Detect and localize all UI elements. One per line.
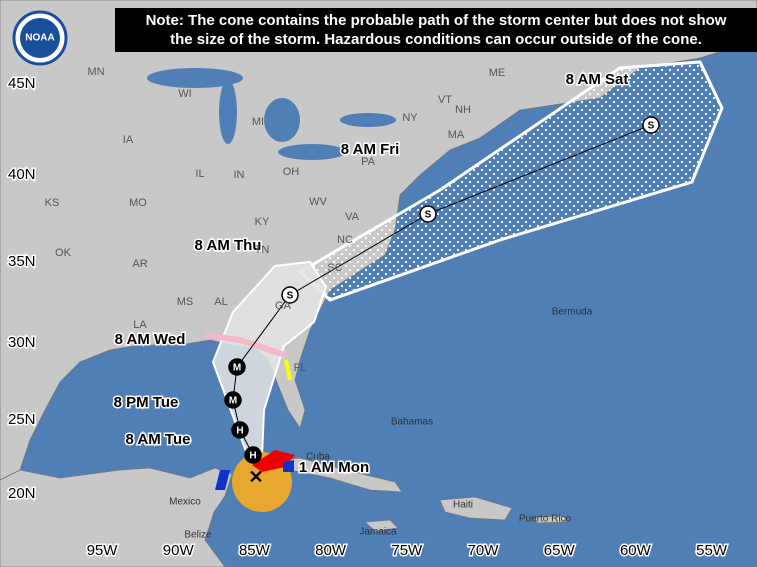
storm-symbol: H: [249, 451, 256, 462]
place-label: Bahamas: [391, 417, 433, 428]
storm-symbol-circle: [419, 205, 437, 223]
state-label: VT: [438, 94, 452, 106]
place-label: Jamaica: [359, 527, 397, 538]
state-label: VA: [345, 211, 360, 223]
forecast-time: 8 AM Thu: [195, 237, 262, 254]
great-lakes: [147, 68, 396, 160]
note-line: Note: The cone contains the probable pat…: [146, 12, 727, 29]
storm-symbol: M: [229, 396, 237, 407]
state-label: SC: [327, 262, 342, 274]
state-label: IL: [195, 168, 204, 180]
place-label: Mexico: [169, 497, 201, 508]
latitude-label: 40N: [8, 166, 36, 183]
place-label: Haiti: [453, 500, 473, 511]
storm-symbol: S: [648, 121, 655, 132]
state-label: KS: [45, 197, 60, 209]
warning-coast: [204, 332, 286, 358]
storm-symbol-circle: [642, 116, 660, 134]
longitude-label: 65W: [544, 542, 576, 559]
state-label: PA: [361, 156, 376, 168]
state-label: AL: [214, 296, 227, 308]
state-label: NC: [337, 234, 353, 246]
state-label: WI: [178, 88, 191, 100]
current-position: ✕: [248, 467, 263, 487]
logo-inner: [20, 18, 60, 58]
storm-symbol-circle: [224, 391, 242, 409]
longitude-label: 70W: [468, 542, 500, 559]
state-label: LA: [133, 319, 147, 331]
state-label: OH: [283, 166, 300, 178]
forecast-time: 8 AM Fri: [341, 141, 400, 158]
storm-symbol-circle: [244, 446, 262, 464]
storm-symbol-circle: [231, 421, 249, 439]
latitude-label: 35N: [8, 253, 36, 270]
longitude-label: 85W: [239, 542, 271, 559]
latitude-label: 45N: [8, 75, 36, 92]
note-box: [115, 8, 757, 52]
storm-symbol: M: [233, 363, 241, 374]
forecast-time: 8 AM Wed: [115, 331, 186, 348]
cone-inner: [211, 260, 328, 458]
state-label: IN: [234, 169, 245, 181]
state-label: ME: [489, 67, 506, 79]
longitude-label: 55W: [696, 542, 728, 559]
forecast-time: 8 AM Tue: [125, 431, 190, 448]
state-label: MI: [252, 116, 264, 128]
state-label: MS: [177, 296, 194, 308]
state-label: MN: [87, 66, 104, 78]
state-label: GA: [275, 300, 292, 312]
state-label: FL: [294, 362, 307, 374]
state-label: KY: [255, 216, 270, 228]
state-label: NH: [455, 104, 471, 116]
latitude-label: 25N: [8, 411, 36, 428]
state-label: IA: [123, 134, 134, 146]
latitude-label: 30N: [8, 334, 36, 351]
forecast-time: 1 AM Mon: [299, 459, 369, 476]
state-label: TN: [255, 244, 270, 256]
storm-symbol: H: [236, 426, 243, 437]
state-label: NY: [402, 112, 418, 124]
storm-symbol-circle: [281, 286, 299, 304]
storm-watch: [215, 460, 294, 490]
note-line: the size of the storm. Hazardous conditi…: [170, 31, 702, 48]
storm-symbol-circle: [228, 358, 246, 376]
state-label: OK: [55, 247, 72, 259]
watch-coast: [284, 359, 292, 381]
place-label: Belize: [184, 530, 212, 541]
state-label: MA: [448, 129, 465, 141]
longitude-label: 75W: [391, 542, 423, 559]
storm-symbol: S: [287, 291, 294, 302]
forecast-time: 8 AM Sat: [566, 71, 629, 88]
place-label: Bermuda: [552, 307, 593, 318]
state-label: MO: [129, 197, 147, 209]
longitude-label: 90W: [163, 542, 195, 559]
forecast-time: 8 PM Tue: [114, 394, 179, 411]
place-label: Puerto Rico: [519, 514, 572, 525]
state-label: WV: [309, 196, 327, 208]
longitude-label: 60W: [620, 542, 652, 559]
longitude-label: 80W: [315, 542, 347, 559]
longitude-label: 95W: [87, 542, 119, 559]
logo-text: NOAA: [25, 33, 54, 44]
place-label: Cuba: [306, 452, 330, 463]
storm-symbol: S: [425, 210, 432, 221]
state-label: AR: [132, 258, 147, 270]
latitude-label: 20N: [8, 485, 36, 502]
